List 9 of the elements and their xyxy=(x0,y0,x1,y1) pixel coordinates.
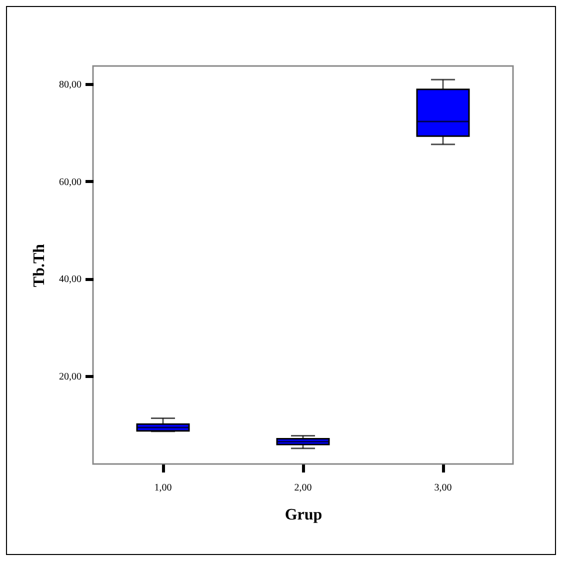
x-tick-label: 3,00 xyxy=(434,482,452,494)
y-tick-label: 60,00 xyxy=(59,176,82,188)
x-tick-label: 2,00 xyxy=(294,482,312,494)
y-tick-label: 40,00 xyxy=(59,274,82,286)
y-axis-title: Tb.Th xyxy=(31,244,48,288)
y-tick-label: 20,00 xyxy=(59,371,82,382)
y-tick-label: 80,00 xyxy=(59,80,82,90)
x-tick-label: 1,00 xyxy=(154,482,172,494)
x-axis-title: Grup xyxy=(284,506,322,524)
